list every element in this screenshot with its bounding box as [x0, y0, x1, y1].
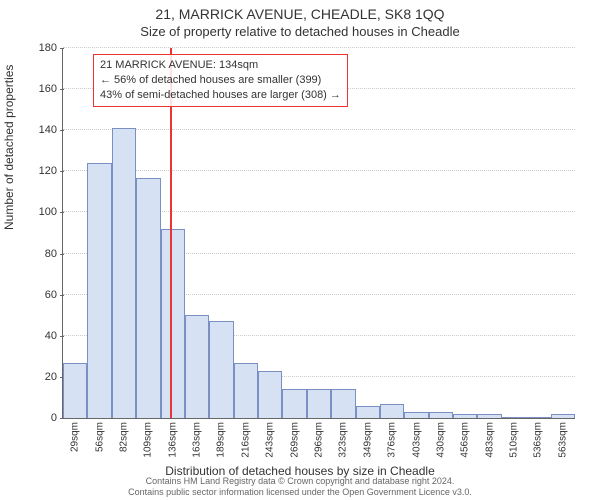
page-subtitle: Size of property relative to detached ho… [0, 22, 600, 39]
x-tick: 483sqm [484, 418, 495, 458]
x-tick: 136sqm [167, 418, 178, 458]
histogram-bar [258, 371, 282, 418]
histogram-bar [234, 363, 258, 419]
y-tick: 100 [39, 206, 63, 218]
annotation-line: 21 MARRICK AVENUE: 134sqm [100, 58, 341, 73]
footer: Contains HM Land Registry data © Crown c… [0, 476, 600, 498]
histogram-bar [307, 389, 331, 418]
histogram-bar [136, 178, 160, 419]
histogram-bar [356, 406, 380, 418]
gridline [63, 47, 575, 48]
x-tick: 109sqm [143, 418, 154, 458]
gridline [63, 170, 575, 171]
annotation-line: ← 56% of detached houses are smaller (39… [100, 73, 341, 88]
y-tick: 140 [39, 124, 63, 136]
y-tick: 20 [45, 371, 63, 383]
plot-area: 02040608010012014016018029sqm56sqm82sqm1… [62, 48, 575, 419]
annotation-line: 43% of semi-detached houses are larger (… [100, 88, 341, 103]
x-tick: 563sqm [557, 418, 568, 458]
page-title: 21, MARRICK AVENUE, CHEADLE, SK8 1QQ [0, 0, 600, 22]
chart-container: 21, MARRICK AVENUE, CHEADLE, SK8 1QQ Siz… [0, 0, 600, 500]
x-tick: 510sqm [509, 418, 520, 458]
y-tick: 160 [39, 83, 63, 95]
x-tick: 456sqm [460, 418, 471, 458]
y-tick: 60 [45, 289, 63, 301]
x-tick: 430sqm [435, 418, 446, 458]
y-axis-label: Number of detached properties [2, 65, 16, 230]
histogram-bar [209, 321, 233, 418]
x-tick: 56sqm [94, 418, 105, 452]
y-tick: 0 [51, 412, 63, 424]
x-tick: 243sqm [265, 418, 276, 458]
footer-line-2: Contains public sector information licen… [0, 487, 600, 498]
annotation-box: 21 MARRICK AVENUE: 134sqm← 56% of detach… [93, 54, 348, 107]
histogram-bar [161, 229, 185, 418]
gridline [63, 129, 575, 130]
x-tick: 403sqm [411, 418, 422, 458]
x-tick: 163sqm [192, 418, 203, 458]
x-tick: 82sqm [118, 418, 129, 452]
y-tick: 180 [39, 42, 63, 54]
x-tick: 216sqm [240, 418, 251, 458]
histogram-bar [282, 389, 306, 418]
footer-line-1: Contains HM Land Registry data © Crown c… [0, 476, 600, 487]
x-tick: 29sqm [70, 418, 81, 452]
histogram-bar [331, 389, 355, 418]
x-tick: 376sqm [387, 418, 398, 458]
y-tick: 120 [39, 165, 63, 177]
y-tick: 40 [45, 330, 63, 342]
x-tick: 349sqm [362, 418, 373, 458]
histogram-bar [185, 315, 209, 418]
y-tick: 80 [45, 248, 63, 260]
x-tick: 189sqm [216, 418, 227, 458]
histogram-bar [112, 128, 136, 418]
histogram-bar [87, 163, 111, 418]
x-tick: 269sqm [289, 418, 300, 458]
x-tick: 536sqm [533, 418, 544, 458]
x-tick: 323sqm [338, 418, 349, 458]
histogram-bar [63, 363, 87, 419]
histogram-bar [380, 404, 404, 418]
x-tick: 296sqm [314, 418, 325, 458]
